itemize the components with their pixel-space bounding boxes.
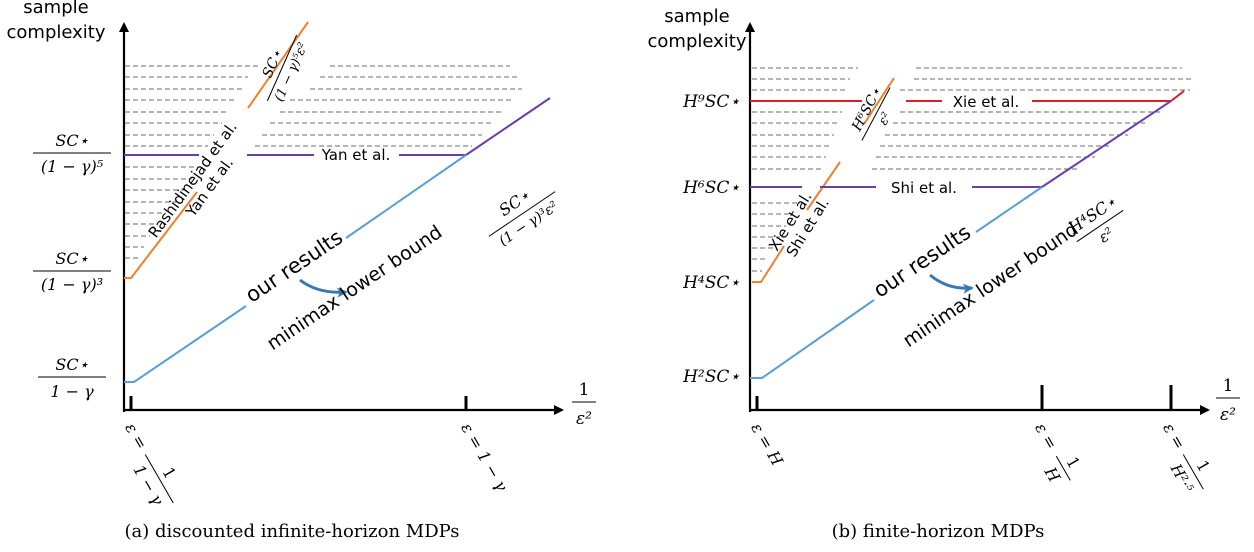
- svg-text:ε²: ε²: [1220, 405, 1236, 425]
- panel-b-y-tick-3: H⁴SC⋆: [682, 273, 740, 293]
- panel-b-red-diagonal: [1170, 90, 1185, 102]
- panel-a-blue-rate: SC⋆ (1 − γ)³ε²: [488, 186, 562, 249]
- svg-text:ε²: ε²: [876, 110, 895, 128]
- panel-b-y-title-line1: sample: [664, 6, 729, 27]
- svg-text:ε = H: ε = H: [747, 420, 787, 470]
- panel-b-orange-line-upper: [863, 77, 895, 125]
- panel-b-hatch: [752, 67, 1192, 272]
- svg-text:1: 1: [1062, 453, 1084, 471]
- svg-text:1: 1: [1192, 457, 1214, 475]
- panel-a: sample complexity SC⋆ (1 − γ)⁵ SC⋆ (1 − …: [7, 0, 596, 542]
- svg-text:SC⋆: SC⋆: [55, 249, 88, 268]
- svg-text:ε = 1 − γ: ε = 1 − γ: [457, 420, 511, 495]
- panel-a-x-tick-label-1: ε = 1 1 − γ: [121, 420, 180, 509]
- panel-b-curved-arrow: [929, 273, 974, 294]
- panel-b-orange-rate: H⁶SC⋆ ε²: [849, 85, 895, 141]
- panel-a-minimax-label: minimax lower bound: [263, 221, 446, 355]
- panel-a-x-tick-label-2: ε = 1 − γ: [457, 420, 511, 495]
- panel-a-orange-line-upper: [247, 21, 309, 109]
- panel-a-y-tick-3: SC⋆ 1 − γ: [38, 355, 106, 401]
- panel-b-minimax-label: minimax lower bound: [899, 218, 1082, 352]
- panel-b-y-title-line2: complexity: [648, 31, 747, 52]
- panel-b-our-results: our results: [869, 220, 975, 302]
- panel-a-hatch: [125, 65, 522, 259]
- panel-a-blue-line-high: [345, 154, 467, 239]
- panel-b-orange-line: [752, 245, 785, 283]
- svg-text:SC⋆: SC⋆: [55, 131, 88, 150]
- panel-b-purple-label: Shi et al.: [891, 179, 957, 197]
- panel-a-orange-label: Rashidinejad et al. Yan et al.: [145, 118, 241, 241]
- svg-text:(1 − γ)⁵: (1 − γ)⁵: [41, 157, 104, 176]
- svg-text:ε =: ε =: [1031, 420, 1061, 453]
- panel-a-purple-diagonal: [465, 97, 551, 156]
- svg-text:ε²: ε²: [576, 409, 592, 429]
- panel-b-x-tick-label-3: ε = 1 H²·⁵: [1159, 420, 1214, 496]
- svg-text:1 − γ: 1 − γ: [50, 382, 94, 401]
- svg-text:1: 1: [1223, 376, 1234, 396]
- panel-b-red-label: Xie et al.: [953, 93, 1019, 111]
- panel-a-x-label: 1 ε²: [572, 380, 596, 429]
- panel-b-x-tick-label-1: ε = H: [747, 420, 787, 470]
- panel-a-purple-label: Yan et al.: [321, 146, 391, 164]
- svg-text:Rashidinejad et al.: Rashidinejad et al.: [145, 118, 241, 241]
- svg-text:1 − γ: 1 − γ: [129, 461, 167, 508]
- panel-a-y-title-line2: complexity: [7, 22, 106, 43]
- panel-b-blue-line-low: [750, 299, 875, 379]
- panel-b-orange-label: Xie et al. Shi et al.: [765, 188, 833, 260]
- panel-a-curved-arrow: [299, 278, 348, 298]
- panel-b: sample complexity H⁹SC⋆ H⁶SC⋆ H⁴SC⋆ H²SC…: [648, 6, 1240, 542]
- panel-b-purple-diagonal: [1041, 100, 1172, 188]
- svg-text:1: 1: [579, 380, 590, 400]
- panel-b-blue-line-high: [975, 186, 1043, 233]
- svg-text:ε =: ε =: [1159, 420, 1189, 453]
- panel-b-y-tick-4: H²SC⋆: [682, 367, 740, 387]
- svg-text:(1 − γ)³: (1 − γ)³: [41, 275, 103, 294]
- panel-b-caption: (b) finite-horizon MDPs: [832, 521, 1045, 542]
- panel-b-x-label: 1 ε²: [1216, 376, 1240, 425]
- panel-a-y-title-line1: sample: [23, 0, 88, 18]
- panel-a-orange-line: [124, 191, 198, 279]
- panel-a-caption: (a) discounted infinite-horizon MDPs: [124, 521, 459, 542]
- panel-a-blue-line-low: [124, 305, 247, 383]
- panel-b-y-tick-2: H⁶SC⋆: [682, 178, 740, 198]
- svg-text:H⁶SC⋆: H⁶SC⋆: [849, 85, 886, 135]
- svg-text:H: H: [1040, 463, 1064, 486]
- panel-b-blue-rate: H⁴SC⋆ ε²: [1064, 192, 1124, 247]
- panel-a-y-tick-2: SC⋆ (1 − γ)³: [33, 249, 111, 294]
- panel-a-orange-rate: SC⋆ (1 − γ)⁵ε²: [260, 34, 311, 104]
- svg-text:SC⋆: SC⋆: [55, 355, 88, 374]
- svg-text:1: 1: [158, 464, 180, 482]
- panel-b-x-tick-label-2: ε = 1 H: [1031, 420, 1084, 487]
- panel-b-y-tick-1: H⁹SC⋆: [682, 92, 740, 112]
- svg-text:ε =: ε =: [121, 420, 151, 453]
- panel-a-y-tick-1: SC⋆ (1 − γ)⁵: [33, 131, 111, 176]
